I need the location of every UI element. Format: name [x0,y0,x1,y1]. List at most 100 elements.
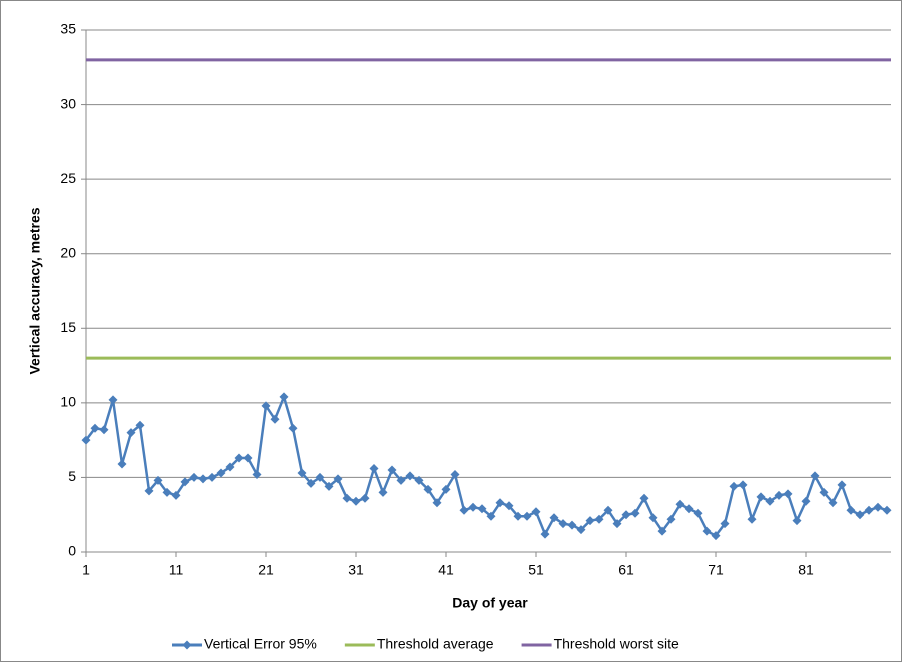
data-point [855,510,865,520]
legend-label: Threshold average [377,636,494,652]
data-point [684,504,694,514]
data-point [522,511,532,521]
data-point [531,507,541,517]
y-tick-label: 30 [60,95,76,111]
y-tick-label: 15 [60,319,76,335]
data-point [558,519,568,529]
data-point [243,453,253,463]
data-point [108,395,118,405]
data-point [828,498,838,508]
data-point [774,490,784,500]
data-point [279,392,289,402]
data-point [153,475,163,485]
data-point [405,471,415,481]
data-point [252,469,262,479]
data-point [675,499,685,509]
x-tick-label: 61 [618,562,634,578]
data-point [459,505,469,515]
data-point [297,468,307,478]
data-point [387,465,397,475]
data-point [639,493,649,503]
data-point [414,475,424,485]
x-tick-label: 51 [528,562,544,578]
data-point [693,508,703,518]
data-point [567,520,577,530]
data-point [585,516,595,526]
data-point [324,481,334,491]
legend-label: Vertical Error 95% [204,636,317,652]
data-point [864,505,874,515]
data-point [873,502,883,512]
data-point [783,489,793,499]
data-point [162,487,172,497]
x-tick-label: 1 [82,562,90,578]
data-point [288,423,298,433]
data-point [441,484,451,494]
data-point [612,519,622,529]
x-tick-label: 31 [348,562,364,578]
y-tick-label: 10 [60,394,76,410]
data-point [189,472,199,482]
data-point [819,487,829,497]
data-point [846,505,856,515]
x-tick-label: 11 [169,562,184,578]
data-point [837,480,847,490]
data-point [216,468,226,478]
data-point [801,496,811,506]
legend-label: Threshold worst site [554,636,679,652]
data-point [792,516,802,526]
data-point [90,423,100,433]
y-tick-label: 25 [60,170,76,186]
data-point [306,478,316,488]
data-point [351,496,361,506]
data-point [513,511,523,521]
data-point [99,425,109,435]
data-point [756,492,766,502]
y-tick-label: 5 [68,468,76,484]
y-tick-label: 0 [68,543,76,559]
data-point [198,474,208,484]
y-tick-label: 20 [60,244,76,260]
y-axis-title: Vertical accuracy, metres [27,207,43,374]
data-point [126,428,136,438]
data-point [711,531,721,541]
data-point [882,505,892,515]
data-point [135,420,145,430]
x-tick-label: 71 [708,562,724,578]
data-point [207,472,217,482]
data-point [342,493,352,503]
data-point [549,513,559,523]
data-point [432,498,442,508]
data-point [729,481,739,491]
data-point [423,484,433,494]
x-tick-label: 81 [798,562,814,578]
data-point [171,490,181,500]
data-point [594,514,604,524]
data-point [621,510,631,520]
data-point [486,511,496,521]
x-axis-title: Day of year [452,595,528,611]
data-point [702,526,712,536]
data-point [378,487,388,497]
data-point [648,513,658,523]
data-point [261,401,271,411]
data-point [666,514,676,524]
data-point [81,435,91,445]
data-point [468,502,478,512]
data-point [540,529,550,539]
data-point [333,474,343,484]
data-point [315,472,325,482]
x-tick-label: 41 [438,562,454,578]
data-point [117,459,127,469]
data-point [396,475,406,485]
legend-marker [182,640,192,650]
data-point [225,462,235,472]
data-point [738,480,748,490]
x-tick-label: 21 [258,562,274,578]
y-tick-label: 35 [60,21,76,37]
data-point [360,493,370,503]
data-point [720,519,730,529]
data-point [747,514,757,524]
data-point [765,496,775,506]
